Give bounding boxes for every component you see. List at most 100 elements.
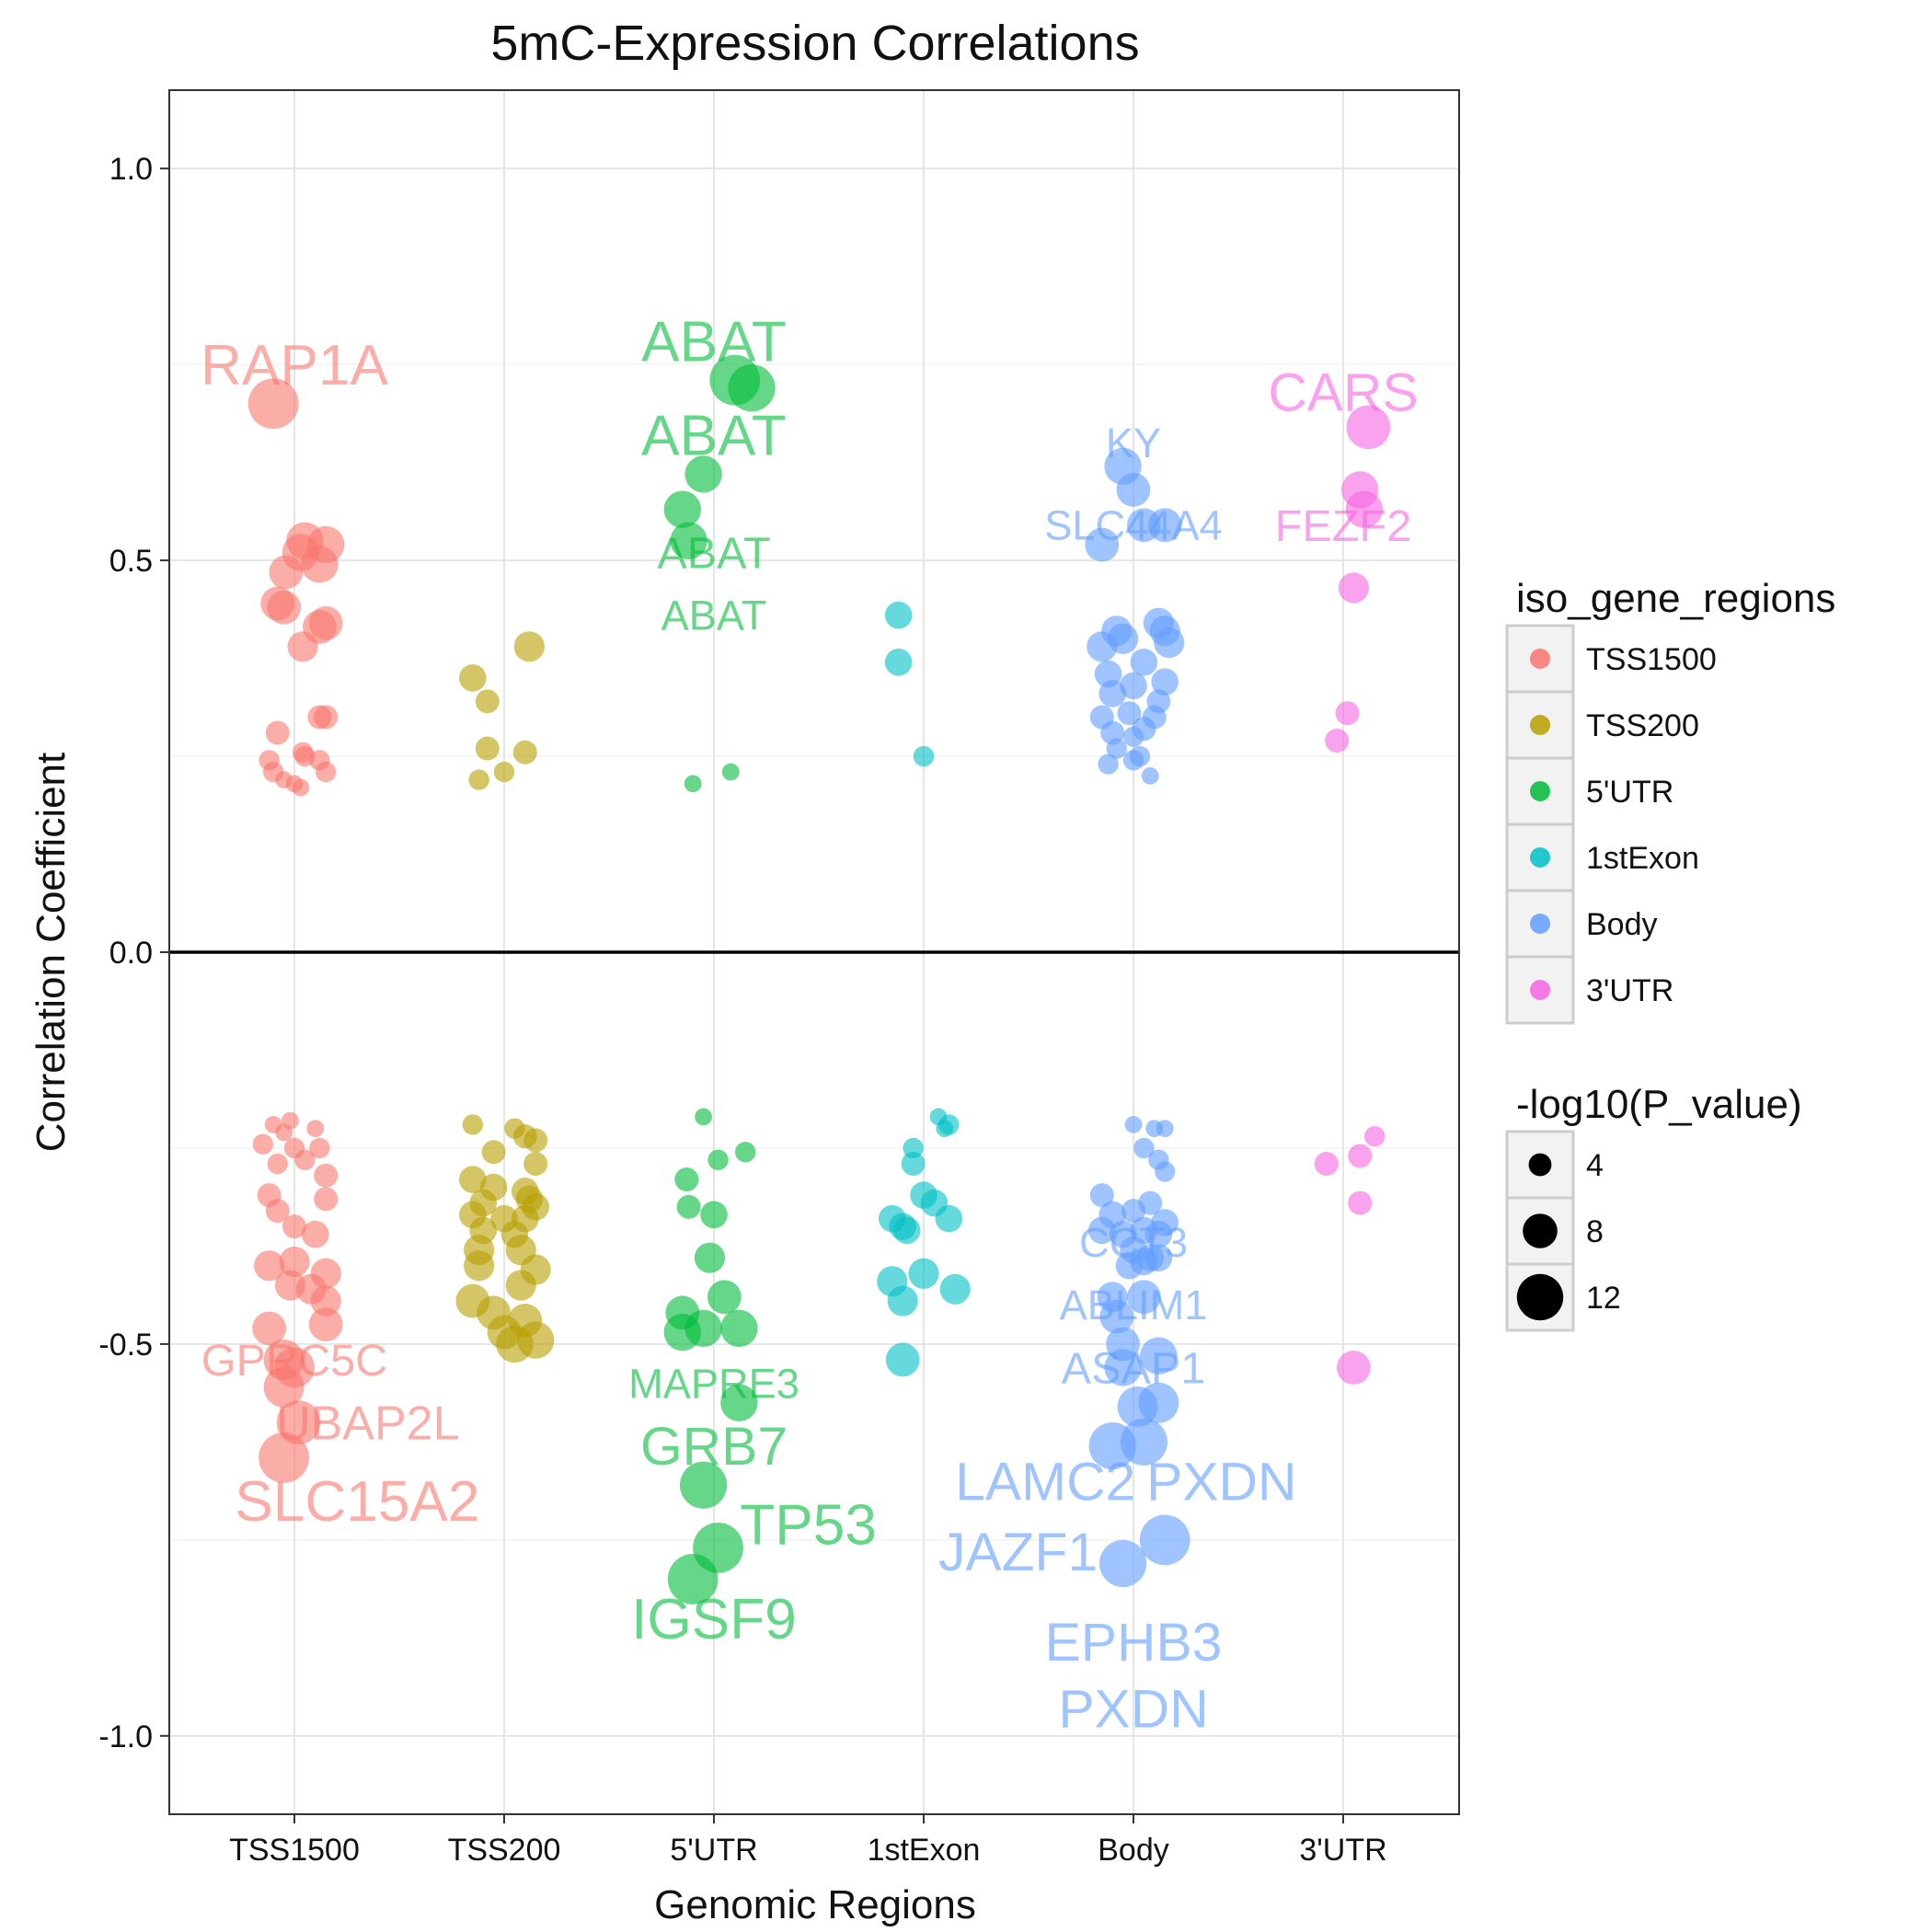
data-point (1098, 680, 1126, 707)
data-point (308, 605, 343, 640)
data-point (314, 1163, 339, 1188)
data-point (1364, 1125, 1386, 1147)
data-point (496, 1325, 534, 1363)
data-point (294, 1149, 316, 1170)
legend-size-swatch (1516, 1273, 1564, 1321)
data-point (1146, 689, 1171, 714)
x-tick-label: Body (1098, 1833, 1169, 1868)
data-point (720, 1309, 758, 1348)
data-point (663, 490, 701, 528)
data-point (670, 522, 707, 559)
legend-label: 12 (1586, 1281, 1621, 1316)
legend-label: 5'UTR (1586, 775, 1673, 810)
data-point (1087, 631, 1118, 662)
data-point (1138, 1382, 1179, 1423)
data-point (307, 525, 345, 564)
legend-label: 4 (1586, 1148, 1604, 1183)
data-point (938, 1114, 960, 1135)
gene-label: ABAT (641, 405, 787, 468)
legend-color-swatch (1530, 980, 1550, 1000)
data-point (279, 1246, 310, 1278)
legend-color-swatch (1530, 781, 1550, 801)
chart-title: 5mC-Expression Correlations (490, 16, 1139, 71)
x-tick-label: TSS200 (448, 1833, 561, 1868)
data-point (308, 1307, 343, 1342)
legend-size-swatch (1528, 1153, 1552, 1177)
data-point (1104, 1349, 1142, 1386)
data-point (314, 705, 339, 730)
data-point (1155, 1161, 1176, 1182)
data-point (1348, 1190, 1373, 1215)
data-point (1345, 490, 1384, 528)
gene-label: PXDN (1058, 1680, 1208, 1740)
data-point (884, 601, 913, 629)
data-point (523, 1151, 548, 1176)
data-point (695, 1108, 712, 1126)
data-point (680, 1461, 728, 1509)
data-point (920, 1189, 949, 1217)
data-point (1151, 668, 1179, 696)
data-point (481, 1140, 506, 1165)
y-tick-label: -1.0 (98, 1719, 153, 1754)
data-point (1121, 1199, 1145, 1224)
data-point (475, 689, 500, 714)
gene-label: ASAP1 (1062, 1343, 1206, 1393)
data-point (913, 745, 935, 767)
data-point (1130, 1248, 1158, 1276)
data-point (1154, 627, 1185, 659)
data-point (1346, 405, 1391, 450)
gene-label: PXDN (1146, 1453, 1296, 1512)
gene-label: KY (1106, 420, 1161, 466)
data-point (1348, 1144, 1373, 1168)
data-point (459, 664, 487, 692)
data-point (884, 649, 913, 676)
data-point (707, 1280, 742, 1315)
data-point (310, 1285, 341, 1317)
data-point (265, 1199, 290, 1224)
data-point (1120, 1418, 1167, 1466)
data-point (462, 1114, 483, 1135)
y-tick-label: 0.0 (109, 936, 153, 971)
data-point (267, 590, 301, 625)
data-point (282, 1214, 306, 1239)
x-tick-label: 5'UTR (670, 1833, 757, 1868)
gene-label: ABAT (641, 310, 787, 374)
data-point (1089, 1183, 1114, 1208)
legend-size-swatch (1523, 1213, 1558, 1248)
data-point (1120, 672, 1147, 700)
legend-label: 3'UTR (1586, 973, 1673, 1008)
gene-label: ABAT (661, 592, 767, 639)
data-point (908, 1258, 939, 1289)
data-point (267, 1153, 288, 1175)
data-point (505, 1270, 536, 1301)
data-point (1140, 1337, 1178, 1374)
data-point (292, 778, 310, 797)
x-axis-title: Genomic Regions (654, 1882, 976, 1927)
data-point (1099, 1539, 1147, 1588)
data-point (1133, 1137, 1155, 1159)
gene-label: TP53 (740, 1494, 877, 1558)
data-point (1335, 701, 1360, 726)
data-point (1099, 1299, 1134, 1334)
data-point (720, 1384, 758, 1421)
gene-label: IGSF9 (631, 1588, 797, 1651)
x-tick-label: TSS1500 (229, 1833, 360, 1868)
data-point (475, 736, 500, 761)
data-point (512, 740, 537, 765)
y-tick-label: 1.0 (109, 152, 153, 187)
data-point (1116, 473, 1151, 507)
legend-color-swatch (1530, 649, 1550, 669)
data-point (247, 378, 299, 430)
y-tick-label: -0.5 (98, 1328, 153, 1363)
legend-key (1505, 690, 1575, 760)
data-point (1124, 1116, 1143, 1133)
legend-label: 1stExon (1586, 841, 1699, 876)
data-point (252, 1133, 273, 1155)
data-point (287, 631, 318, 662)
data-point (265, 720, 290, 745)
data-point (1130, 649, 1158, 676)
data-point (306, 1120, 325, 1138)
data-point (468, 769, 489, 790)
data-point (459, 1166, 487, 1193)
